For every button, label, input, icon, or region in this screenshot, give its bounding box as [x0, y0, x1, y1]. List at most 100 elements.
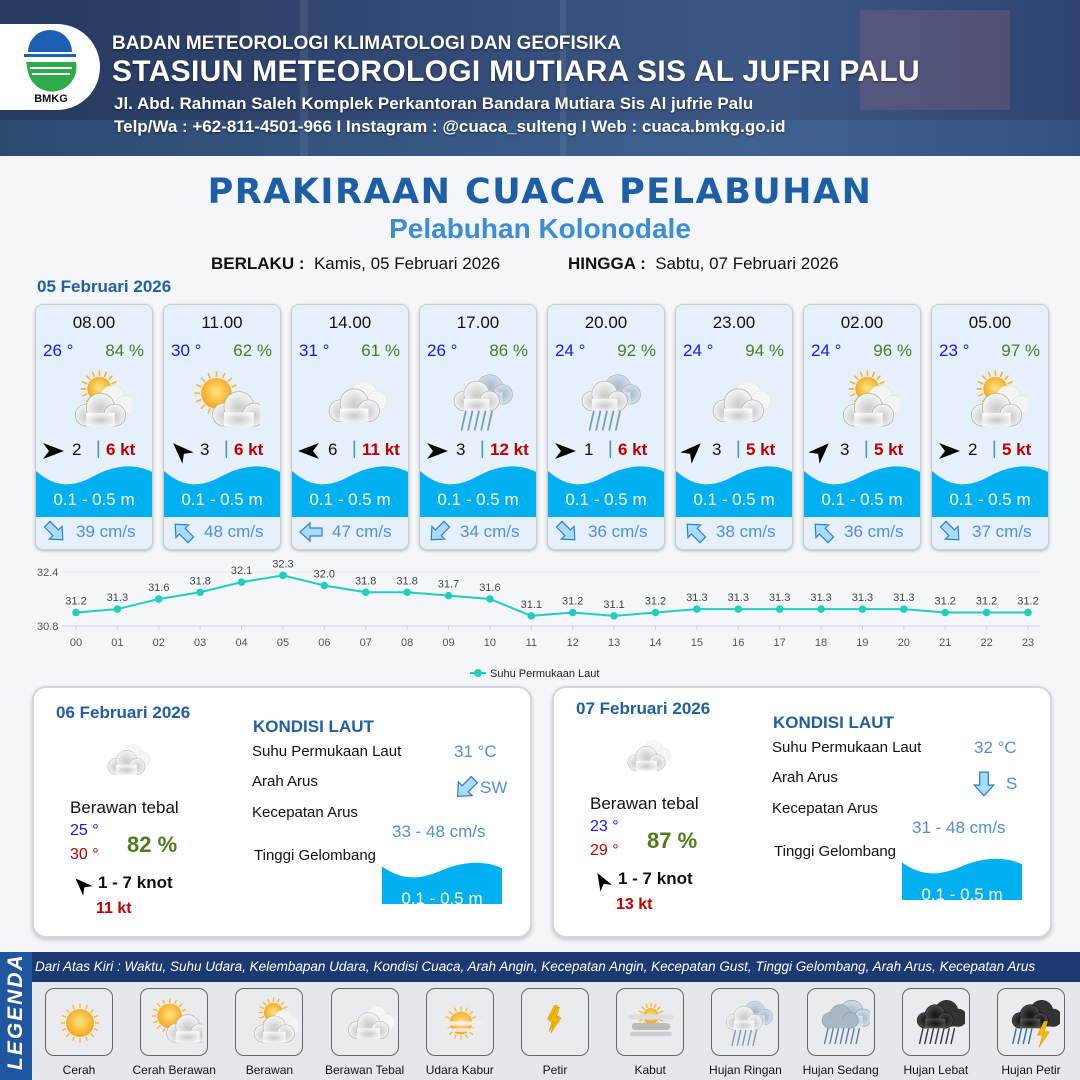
data-label: 31.2 [645, 596, 666, 608]
berawan-weather-icon [954, 367, 1032, 437]
data-point[interactable] [858, 605, 867, 613]
data-point[interactable] [610, 612, 618, 620]
data-point[interactable] [486, 595, 494, 603]
data-point[interactable] [568, 608, 577, 617]
data-label: 31.3 [769, 592, 790, 604]
legend-udara-kabur-icon [425, 988, 494, 1056]
wind-direction-arrow-icon [937, 439, 961, 463]
data-point[interactable] [1024, 608, 1032, 617]
humidity: 61 % [361, 341, 400, 360]
chart-legend[interactable]: Suhu Permukaan Laut [470, 668, 599, 680]
data-label: 31.2 [976, 596, 997, 608]
data-label: 31.3 [686, 592, 707, 604]
data-point[interactable] [527, 612, 536, 620]
x-tick-label: 22 [980, 637, 992, 649]
legend-label: Berawan Tebal [325, 1063, 405, 1077]
header-banner: BMKG BADAN METEOROLOGI KLIMATOLOGI DAN G… [0, 0, 1080, 156]
wind-speed: 3 [200, 440, 210, 459]
forecast-card-17.00: 17.00 26 ° 86 % 3 | 12 kt 0.1 - 0.5 m 34… [419, 304, 537, 550]
current-direction-arrow-icon [677, 514, 714, 549]
data-label: 31.8 [355, 575, 376, 587]
data-point[interactable] [403, 588, 411, 597]
current-speed: 47 cm/s [332, 522, 392, 541]
hujan-ringan-weather-icon [442, 367, 516, 437]
data-point[interactable] [775, 605, 784, 613]
x-tick-label: 04 [235, 637, 247, 649]
legend-label: Cerah Berawan [132, 1063, 216, 1077]
wave-shape [36, 463, 152, 517]
gust-speed: 11 kt [362, 440, 400, 459]
legend-berawan-icon [235, 988, 304, 1056]
cerah-berawan-weather-icon [186, 367, 266, 437]
current-speed: 34 cm/s [460, 522, 520, 541]
current-direction-arrow-icon [298, 519, 324, 545]
data-point[interactable] [651, 608, 660, 617]
data-point[interactable] [320, 581, 329, 590]
data-label: 31.8 [189, 575, 210, 587]
legend-label: Hujan Ringan [709, 1063, 782, 1077]
legend-hujan-sedang-icon [806, 988, 875, 1056]
air-temperature: 26 ° [43, 341, 74, 360]
x-tick-label: 05 [277, 637, 289, 649]
legend-cerah-icon [45, 988, 113, 1056]
data-point[interactable] [734, 605, 743, 613]
data-label: 32.0 [314, 569, 335, 581]
humidity: 92 % [617, 341, 656, 360]
wind-speed-range: 1 - 7 knot [618, 869, 693, 888]
wind-direction-arrow-icon [41, 439, 65, 463]
forecast-card-23.00: 23.00 24 ° 94 % 3 | 5 kt 0.1 - 0.5 m 38 … [675, 304, 793, 550]
humidity: 86 % [489, 341, 528, 360]
x-tick-label: 10 [484, 637, 496, 649]
data-point[interactable] [196, 588, 204, 597]
berawan-weather-icon [58, 367, 136, 437]
wave-height: 0.1 - 0.5 m [921, 885, 1003, 904]
legend-hujan-petir-icon [997, 988, 1065, 1056]
data-label: 31.2 [65, 596, 86, 608]
wind-speed: 2 [72, 440, 82, 459]
legend-label: Berawan [245, 1063, 294, 1077]
data-label: 31.6 [148, 582, 169, 594]
wave-height: 0.1 - 0.5 m [309, 490, 391, 509]
data-point[interactable] [279, 571, 287, 580]
wind-direction-arrow-icon [553, 439, 577, 463]
data-label: 31.2 [935, 596, 956, 608]
x-tick-label: 11 [526, 637, 537, 649]
x-tick-label: 20 [898, 637, 910, 649]
x-tick-label: 12 [567, 637, 579, 649]
data-point[interactable] [113, 605, 122, 613]
legend-cerah-berawan-icon [140, 988, 210, 1056]
sea-condition-title: KONDISI LAUT [773, 713, 894, 732]
wave-height: 0.1 - 0.5 m [437, 490, 519, 509]
x-tick-label: 16 [732, 637, 744, 649]
data-point[interactable] [72, 608, 80, 617]
x-tick-label: 00 [70, 637, 82, 649]
data-point[interactable] [361, 588, 370, 597]
current-direction-arrow-icon [549, 514, 586, 549]
separator: | [224, 438, 229, 458]
data-label: 31.3 [852, 592, 873, 604]
data-label: 32.3 [272, 560, 293, 570]
humidity: 97 % [1001, 341, 1040, 360]
min-temperature: 23 ° [590, 818, 619, 835]
data-point[interactable] [817, 605, 825, 613]
legend-kabut-icon [616, 988, 685, 1056]
humidity: 87 % [647, 828, 698, 853]
wave-shape [382, 860, 502, 904]
legend-label: Udara Kabur [425, 1063, 494, 1077]
data-label: 31.3 [810, 592, 831, 604]
data-point[interactable] [900, 605, 908, 613]
data-point[interactable] [941, 608, 950, 617]
separator: | [96, 438, 101, 458]
x-tick-label: 01 [111, 637, 123, 649]
data-point[interactable] [237, 578, 246, 586]
current-speed-label: Kecepatan Arus [772, 800, 878, 817]
data-point[interactable] [154, 595, 163, 603]
air-temperature: 24 ° [811, 341, 842, 360]
y-tick-label: 30.8 [37, 621, 58, 633]
data-point[interactable] [982, 608, 991, 617]
data-point[interactable] [444, 591, 453, 600]
current-speed: 38 cm/s [716, 522, 776, 541]
gust-speed: 5 kt [874, 440, 904, 459]
data-point[interactable] [693, 605, 701, 613]
data-label: 31.3 [893, 592, 914, 604]
